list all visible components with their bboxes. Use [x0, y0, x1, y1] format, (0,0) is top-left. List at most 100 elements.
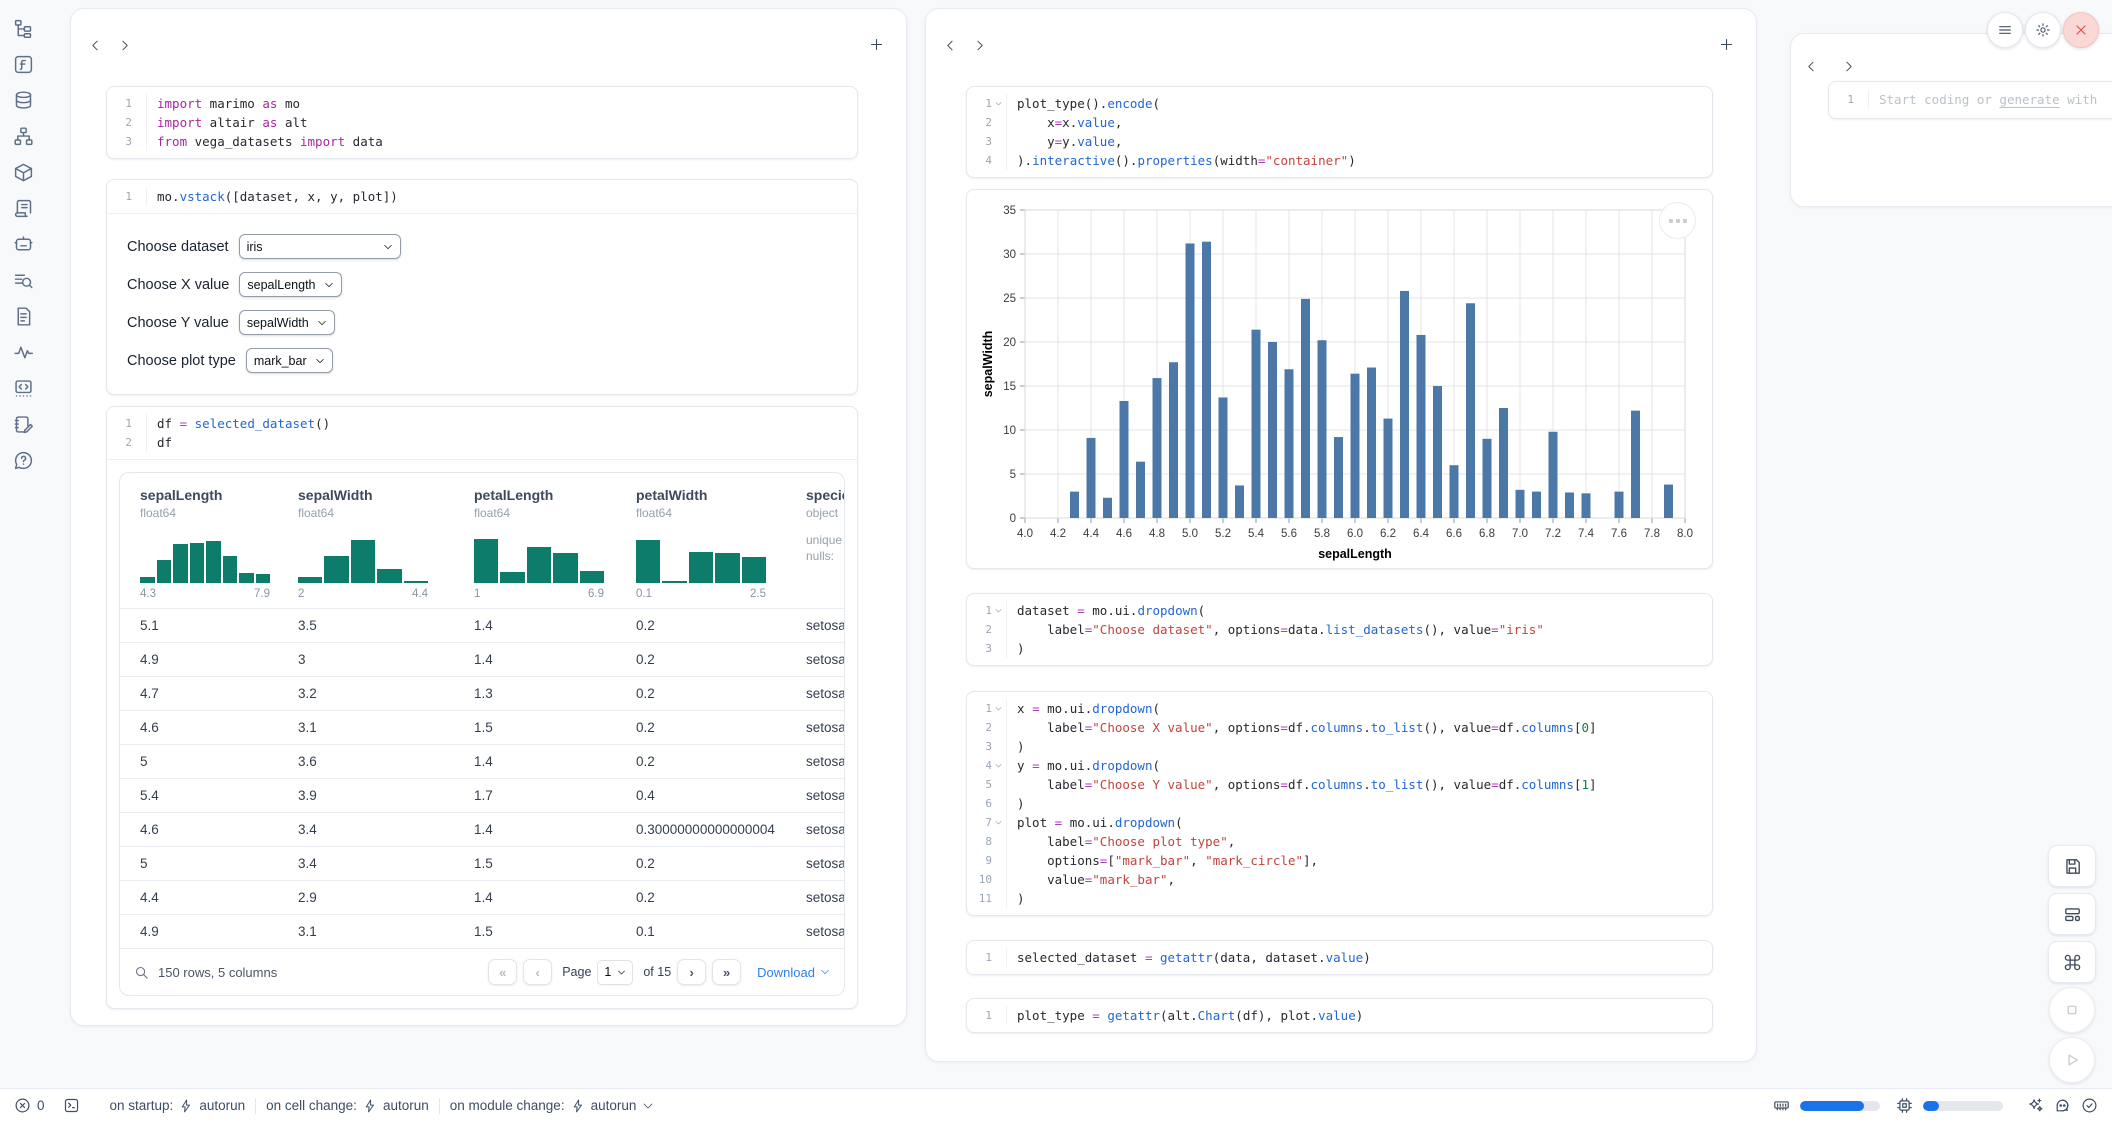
- sparkles-icon[interactable]: [2027, 1097, 2044, 1114]
- shortcuts-button[interactable]: [2048, 941, 2096, 983]
- snippets-icon[interactable]: [13, 378, 34, 399]
- cell-empty-new[interactable]: 1 Start coding or generate with: [1828, 81, 2112, 119]
- fold-icon[interactable]: [994, 761, 1003, 770]
- bar-chart[interactable]: 4.0 4.2 4.4 4.6 4.8 5.0 5.2 5.4 5.6 5.8 6.0 6.2 6.4 6…: [979, 194, 1699, 566]
- cell-plot-encode[interactable]: 1 plot_type().encode(2 x=x.value, 3 y=y.va…: [966, 86, 1713, 178]
- check-circle-icon[interactable]: [2081, 1097, 2098, 1114]
- chart-actions-button[interactable]: [1659, 202, 1696, 239]
- add-cell-icon[interactable]: [869, 37, 884, 52]
- altair-chart[interactable]: 4.0 4.2 4.4 4.6 4.8 5.0 5.2 5.4 5.6 5.8 6.0 6.2 6.4 6…: [966, 189, 1713, 569]
- dropdown-select[interactable]: mark_bar: [245, 348, 333, 373]
- documentation-icon[interactable]: [13, 306, 34, 327]
- run-button[interactable]: [2049, 1037, 2095, 1083]
- fold-icon[interactable]: [994, 99, 1003, 108]
- runtime-config-segment[interactable]: on cell change: autorun: [266, 1098, 429, 1113]
- cell-imports[interactable]: 1 import marimo as mo 2 import altair as al…: [106, 86, 858, 159]
- ai-chat-icon[interactable]: [13, 234, 34, 255]
- logs-icon[interactable]: [13, 198, 34, 219]
- last-page-button[interactable]: »: [712, 959, 742, 985]
- cell-plot-type[interactable]: 1 plot_type = getattr(alt.Chart(df), plot…: [966, 998, 1713, 1033]
- fold-icon[interactable]: [994, 818, 1003, 827]
- cell-vstack[interactable]: 1 mo.vstack([dataset, x, y, plot]) Choose…: [106, 179, 858, 395]
- chevron-left-icon[interactable]: [89, 39, 102, 52]
- code-line[interactable]: 1 dataset = mo.ui.dropdown(: [967, 601, 1712, 620]
- file-explorer-icon[interactable]: [13, 18, 34, 39]
- datasources-icon[interactable]: [13, 90, 34, 111]
- chevron-right-icon[interactable]: [118, 39, 131, 52]
- generate-link[interactable]: generate: [1999, 92, 2060, 107]
- lightning-icon: [179, 1099, 193, 1113]
- stop-button[interactable]: [2049, 987, 2095, 1033]
- first-page-button[interactable]: «: [488, 959, 518, 985]
- code-line[interactable]: 8 label="Choose plot type",: [967, 832, 1712, 851]
- runtime-config-segment[interactable]: on module change: autorun: [440, 1098, 665, 1113]
- code-line[interactable]: 11): [967, 889, 1712, 908]
- chevron-left-icon[interactable]: [1805, 60, 1818, 73]
- scratchpad-icon[interactable]: [13, 414, 34, 435]
- errors-icon[interactable]: [14, 1097, 31, 1114]
- code-line[interactable]: 1 selected_dataset = getattr(data, datase…: [967, 948, 1712, 967]
- code-line[interactable]: 1 plot_type = getattr(alt.Chart(df), plot…: [967, 1006, 1712, 1025]
- cell-selected-dataset[interactable]: 1 selected_dataset = getattr(data, datase…: [966, 940, 1713, 975]
- dependency-graph-icon[interactable]: [13, 126, 34, 147]
- settings-button[interactable]: [2025, 12, 2061, 48]
- shutdown-button[interactable]: [2063, 12, 2099, 48]
- menu-button[interactable]: [1987, 12, 2023, 48]
- code-line[interactable]: 6): [967, 794, 1712, 813]
- layout-button[interactable]: [2048, 893, 2096, 935]
- fold-icon[interactable]: [994, 606, 1003, 615]
- prev-page-button[interactable]: ‹: [523, 959, 553, 985]
- code-line[interactable]: 7 plot = mo.ui.dropdown(: [967, 813, 1712, 832]
- fold-spacer: [134, 192, 143, 201]
- bot-icon[interactable]: [2054, 1097, 2071, 1114]
- save-button[interactable]: [2048, 845, 2096, 887]
- code-line[interactable]: 2 import altair as alt: [107, 113, 857, 132]
- chevron-left-icon[interactable]: [944, 39, 957, 52]
- add-cell-icon[interactable]: [1719, 37, 1734, 52]
- code-line[interactable]: 1 df = selected_dataset(): [107, 414, 857, 433]
- code-line[interactable]: 1 plot_type().encode(: [967, 94, 1712, 113]
- column-header[interactable]: petalWidth float64 0.1 2.5: [636, 487, 767, 600]
- dropdown-select[interactable]: sepalLength: [239, 272, 342, 297]
- code-line[interactable]: 2 label="Choose dataset", options=data.l…: [967, 620, 1712, 639]
- code-line[interactable]: 2 df: [107, 433, 857, 452]
- code-line[interactable]: 1 mo.vstack([dataset, x, y, plot]): [107, 187, 857, 206]
- page-select[interactable]: 1: [597, 959, 634, 985]
- cell-dataframe[interactable]: 1 df = selected_dataset() 2 df sepalLength f…: [106, 406, 858, 1009]
- code-line[interactable]: 4).interactive().properties(width="conta…: [967, 151, 1712, 170]
- code-line[interactable]: 5 label="Choose Y value", options=df.col…: [967, 775, 1712, 794]
- dropdown-select[interactable]: sepalWidth: [238, 310, 335, 335]
- download-button[interactable]: Download: [757, 965, 830, 980]
- runtime-config-segment[interactable]: on startup: autorun: [109, 1098, 246, 1113]
- tracing-icon[interactable]: [13, 342, 34, 363]
- editor-placeholder[interactable]: Start coding or generate with: [1879, 92, 2098, 107]
- outline-search-icon[interactable]: [13, 270, 34, 291]
- help-icon[interactable]: [13, 450, 34, 471]
- code-line[interactable]: 10 value="mark_bar",: [967, 870, 1712, 889]
- code-line[interactable]: 1 import marimo as mo: [107, 94, 857, 113]
- code-line[interactable]: 3 y=y.value,: [967, 132, 1712, 151]
- code-line[interactable]: 2 x=x.value,: [967, 113, 1712, 132]
- dropdown-select[interactable]: iris: [238, 234, 401, 259]
- code-line[interactable]: 3 from vega_datasets import data: [107, 132, 857, 151]
- chevron-right-icon[interactable]: [973, 39, 986, 52]
- column-header[interactable]: sepalWidth float64 2 4.4: [298, 487, 429, 600]
- chevron-right-icon[interactable]: [1842, 60, 1855, 73]
- code-line[interactable]: 2 label="Choose X value", options=df.col…: [967, 718, 1712, 737]
- column-header[interactable]: petalLength float64 1 6.9: [474, 487, 605, 600]
- functions-icon[interactable]: [13, 54, 34, 75]
- column-header[interactable]: sepalLength float64 4.3 7.9: [140, 487, 270, 600]
- next-page-button[interactable]: ›: [677, 959, 707, 985]
- column-header[interactable]: speciesobjectuniquenulls:: [806, 487, 844, 563]
- code-line[interactable]: 3): [967, 639, 1712, 658]
- code-line[interactable]: 3): [967, 737, 1712, 756]
- packages-icon[interactable]: [13, 162, 34, 183]
- terminal-icon[interactable]: [63, 1097, 80, 1114]
- code-line[interactable]: 9 options=["mark_bar", "mark_circle"],: [967, 851, 1712, 870]
- search-icon[interactable]: [134, 965, 149, 980]
- cell-dataset-dropdown[interactable]: 1 dataset = mo.ui.dropdown(2 label="Choos…: [966, 593, 1713, 666]
- fold-icon[interactable]: [994, 704, 1003, 713]
